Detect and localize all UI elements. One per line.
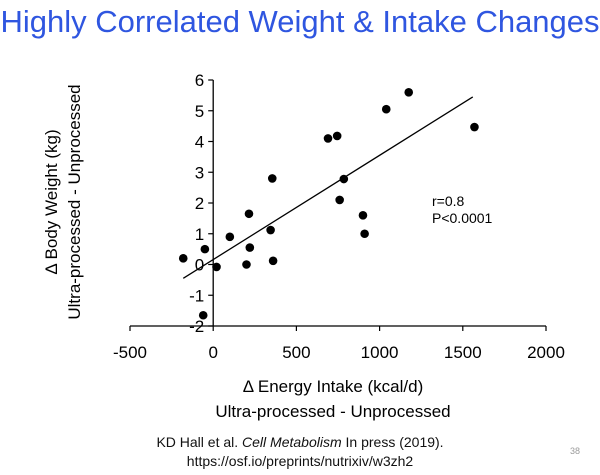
- y-axis-label: Δ Body Weight (kg): [42, 129, 61, 274]
- y-tick-label: -2: [189, 317, 204, 336]
- x-tick-label: 2000: [527, 343, 565, 362]
- x-tick-label: 1500: [444, 343, 482, 362]
- y-axis-label-2: Ultra-processed - Unprocessed: [65, 84, 84, 319]
- x-axis-label-2: Ultra-processed - Unprocessed: [215, 402, 450, 421]
- data-point: [178, 254, 188, 263]
- data-point: [381, 104, 391, 114]
- y-tick-label: 0: [195, 256, 204, 275]
- y-tick-label: -1: [189, 286, 204, 305]
- y-axis-ticks: -2 -1 0 1 2 3 4 5 6: [189, 71, 214, 336]
- data-point: [332, 131, 342, 141]
- slide-title: Highly Correlated Weight & Intake Change…: [0, 4, 600, 39]
- data-point: [323, 134, 333, 143]
- x-axis-label: Δ Energy Intake (kcal/d): [243, 377, 424, 396]
- citation-status: In press (2019).: [341, 434, 444, 450]
- citation-journal: Cell Metabolism: [242, 434, 342, 450]
- data-point: [245, 243, 255, 252]
- citation-line: KD Hall et al. Cell Metabolism In press …: [0, 434, 600, 450]
- data-point: [268, 256, 278, 266]
- x-tick-label: 1000: [361, 343, 399, 362]
- data-points: [178, 88, 479, 320]
- x-tick-label: 500: [282, 343, 310, 362]
- x-axis-ticks: -500 0 500 1000 1500 2000: [113, 326, 565, 362]
- data-point: [339, 174, 349, 184]
- annotation-r: r=0.8: [432, 193, 465, 209]
- annotation-p: P<0.0001: [432, 210, 493, 226]
- data-point: [358, 211, 368, 220]
- data-point: [225, 232, 235, 242]
- data-point: [470, 122, 479, 132]
- data-point: [200, 244, 210, 254]
- slide-number: 38: [569, 446, 580, 456]
- y-tick-label: 6: [195, 71, 204, 90]
- data-point: [198, 310, 208, 320]
- data-point: [212, 262, 221, 272]
- data-point: [360, 229, 369, 239]
- citation-authors: KD Hall et al.: [156, 434, 243, 450]
- x-tick-label: 0: [208, 343, 217, 362]
- x-tick-label: -500: [113, 343, 147, 362]
- data-point: [267, 174, 277, 183]
- y-tick-label: 5: [195, 102, 204, 121]
- y-tick-label: 1: [195, 225, 204, 244]
- data-point: [335, 195, 344, 205]
- y-tick-label: 4: [195, 133, 204, 152]
- y-tick-label: 3: [195, 163, 204, 182]
- trend-line: [182, 96, 474, 279]
- data-point: [404, 88, 414, 97]
- y-tick-label: 2: [195, 194, 204, 213]
- data-point: [244, 209, 254, 219]
- data-point: [242, 260, 251, 269]
- data-point: [266, 225, 275, 235]
- citation-url[interactable]: https://osf.io/preprints/nutrixiv/w3zh2: [186, 453, 414, 469]
